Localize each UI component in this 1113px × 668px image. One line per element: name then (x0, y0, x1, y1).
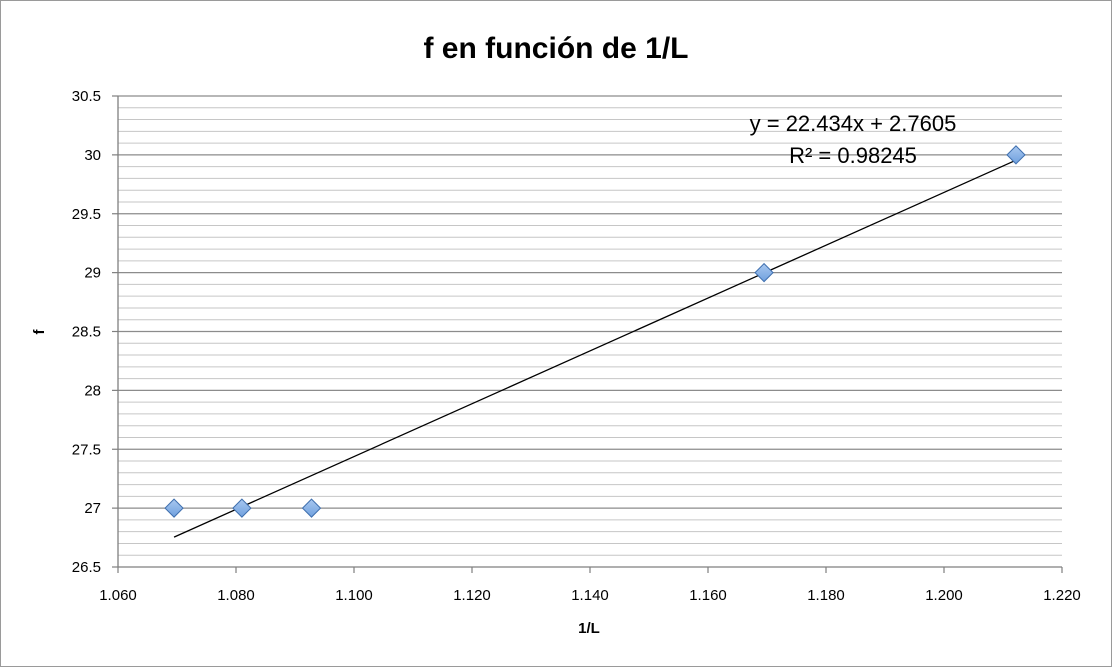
y-tick-label: 27 (84, 500, 101, 517)
x-tick-label: 1.220 (1043, 587, 1081, 604)
chart-title: f en función de 1/L (423, 32, 688, 65)
y-tick-label: 30 (84, 147, 101, 164)
data-point (1006, 145, 1026, 165)
x-tick-label: 1.140 (571, 587, 609, 604)
x-tick-label: 1.200 (925, 587, 963, 604)
trendline-group (173, 159, 1017, 538)
data-point (301, 498, 322, 518)
y-tick-labels: 30.5 30 29.5 29 28.5 28 27.5 27 26.5 (72, 88, 101, 576)
gridlines (118, 95, 1062, 556)
data-point (754, 262, 774, 283)
y-tick-label: 29.5 (72, 206, 101, 223)
x-tick-label: 1.120 (453, 587, 491, 604)
data-point (232, 498, 252, 518)
y-axis-label: f (31, 329, 48, 335)
trendline-equation: y = 22.434x + 2.7605 (750, 111, 957, 136)
x-axis-label: 1/L (578, 620, 600, 637)
axes (112, 95, 1063, 573)
x-tick-label: 1.100 (335, 587, 373, 604)
y-tick-label: 26.5 (72, 559, 101, 576)
y-tick-label: 28.5 (72, 324, 101, 341)
x-tick-label: 1.060 (99, 587, 137, 604)
y-tick-label: 27.5 (72, 441, 101, 458)
trendline-r-squared: R² = 0.98245 (789, 143, 917, 168)
y-tick-label: 30.5 (72, 88, 101, 105)
x-tick-label: 1.180 (807, 587, 845, 604)
x-tick-labels: 1.060 1.080 1.100 1.120 1.140 1.160 1.180 1.200… (99, 587, 1081, 604)
data-points (164, 145, 1026, 518)
x-tick-label: 1.080 (217, 587, 255, 604)
data-point (164, 498, 184, 518)
y-tick-label: 29 (84, 265, 101, 282)
y-tick-label: 28 (84, 382, 101, 399)
x-tick-label: 1.160 (689, 587, 727, 604)
trendline (173, 159, 1017, 538)
